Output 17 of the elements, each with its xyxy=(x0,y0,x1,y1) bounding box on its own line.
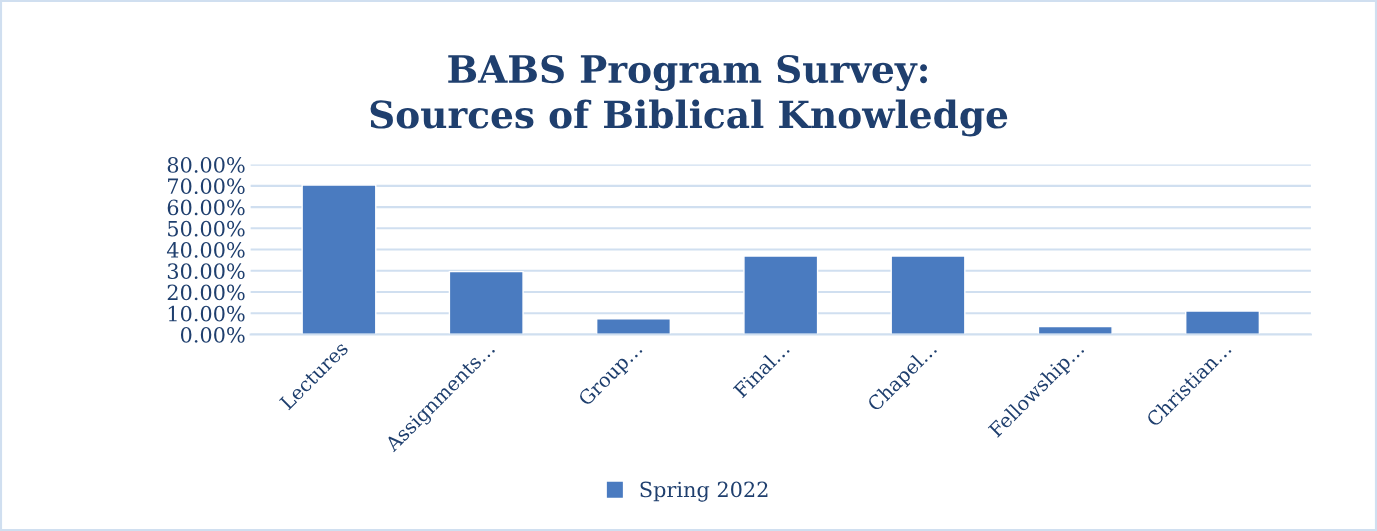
bar xyxy=(890,255,966,335)
y-tick-label: 30.00% xyxy=(167,263,245,280)
y-tick-label: 70.00% xyxy=(168,178,245,195)
bar xyxy=(448,270,524,335)
y-tick-label: 40.00% xyxy=(166,242,245,258)
y-tick-label: 10.00% xyxy=(168,305,245,322)
bar xyxy=(1185,310,1261,335)
bar xyxy=(743,255,819,335)
y-tick-label: 0.00% xyxy=(180,326,245,343)
chart-title: BABS Program Survey: Sources of Biblical Knowledge xyxy=(370,54,1008,137)
y-tick-label: 80.00% xyxy=(167,157,245,173)
bar xyxy=(301,184,377,335)
y-tick-label: 50.00% xyxy=(168,220,245,237)
bar xyxy=(595,318,672,335)
y-tick-label: 60.00% xyxy=(167,199,245,216)
y-tick-label: 20.00% xyxy=(167,284,245,301)
legend-label: Spring 2022 xyxy=(640,481,768,502)
